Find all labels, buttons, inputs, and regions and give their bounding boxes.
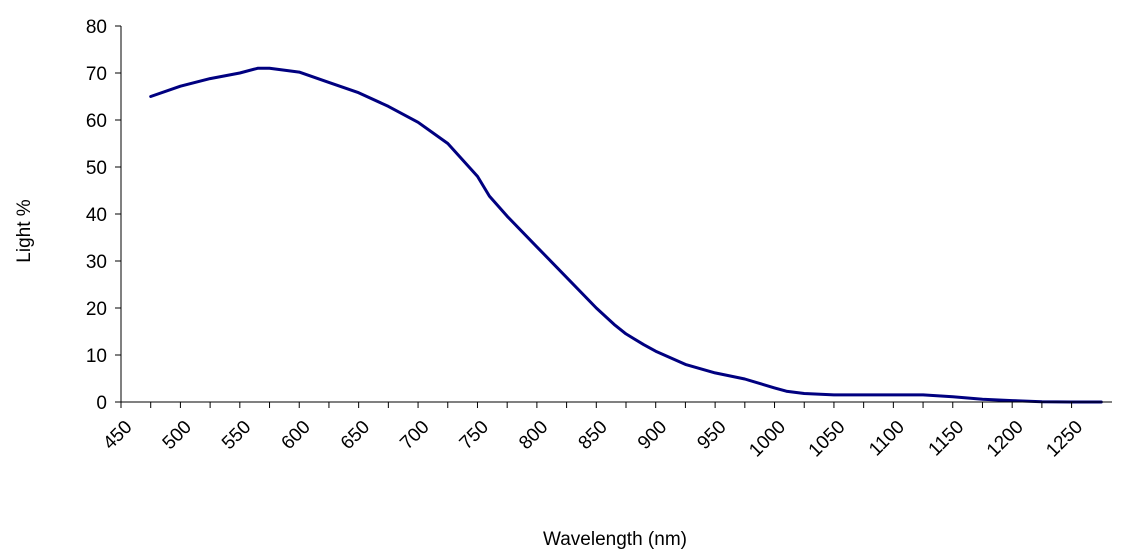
x-tick-label: 1250 xyxy=(1042,417,1087,462)
y-tick-label: 50 xyxy=(86,158,107,179)
y-tick-label: 20 xyxy=(86,299,107,320)
y-tick-label: 80 xyxy=(86,17,107,38)
series-line xyxy=(149,66,1103,404)
y-tick-label: 0 xyxy=(96,393,107,414)
x-tick-label: 1050 xyxy=(805,417,850,462)
x-tick-label: 1150 xyxy=(925,417,969,461)
y-tick-label: 10 xyxy=(86,346,107,367)
y-tick-label: 40 xyxy=(86,205,107,226)
x-tick-label: 750 xyxy=(456,417,493,454)
x-tick-label: 600 xyxy=(278,417,315,454)
x-tick-label: 1100 xyxy=(865,417,909,461)
x-tick-label: 800 xyxy=(515,417,552,454)
x-tick-label: 900 xyxy=(634,417,671,454)
x-tick-label: 850 xyxy=(575,417,612,454)
x-tick-label: 500 xyxy=(159,417,196,454)
plot-area xyxy=(149,66,1103,404)
x-tick-label: 1000 xyxy=(745,417,790,462)
x-tick-label: 650 xyxy=(337,417,374,454)
y-tick-label: 60 xyxy=(86,111,107,132)
x-axis-title: Wavelength (nm) xyxy=(543,529,687,549)
y-tick-label: 30 xyxy=(86,252,107,273)
x-tick-label: 950 xyxy=(693,417,730,454)
x-tick-label: 550 xyxy=(218,417,255,454)
x-tick-label: 700 xyxy=(396,417,433,454)
y-tick-label: 70 xyxy=(86,64,107,85)
x-axis: 450 500 550 600 650 700 750 800 850 900 950 1000 105… xyxy=(99,401,1112,462)
x-tick-label: 1200 xyxy=(983,417,1028,462)
y-axis-title: Light % xyxy=(14,199,35,262)
y-axis: 0 10 20 30 40 50 60 70 80 xyxy=(86,17,122,414)
x-tick-label: 450 xyxy=(99,417,136,454)
